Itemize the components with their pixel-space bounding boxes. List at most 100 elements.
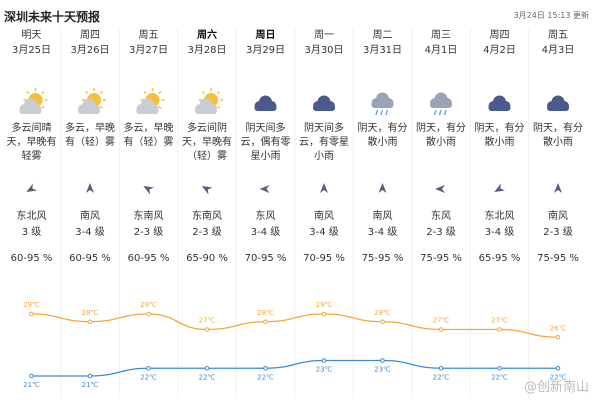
weather-icon — [371, 92, 394, 116]
wind-direction: 南风 — [314, 211, 334, 222]
cloud-part — [136, 108, 159, 114]
weather-icon — [430, 92, 452, 116]
day-date: 3月30日 — [304, 45, 344, 56]
day-name: 周六 — [197, 30, 217, 41]
day-date: 3月26日 — [70, 45, 110, 56]
humidity: 65-95 % — [478, 253, 521, 264]
wind-arrow — [494, 183, 505, 192]
high-temp-line — [31, 313, 559, 338]
day-date: 4月1日 — [424, 45, 458, 56]
low-temp-label: 22℃ — [550, 373, 567, 381]
high-temp-point — [555, 334, 561, 340]
rain-drop — [438, 109, 442, 116]
cloud-part — [371, 102, 394, 108]
day-name: 周二 — [372, 30, 393, 41]
day-date: 3月27日 — [128, 45, 169, 56]
day-name: 明天 — [21, 30, 42, 41]
low-temp-label: 22℃ — [199, 373, 216, 381]
low-temp-point — [146, 365, 151, 371]
wind-level: 2-3 级 — [426, 227, 456, 238]
wind-arrow — [320, 183, 328, 193]
cloud-part — [195, 108, 217, 114]
wind-direction: 东南风 — [133, 211, 164, 222]
sun-ray — [84, 90, 89, 95]
wind-arrow — [435, 185, 445, 193]
cloud-part — [78, 108, 100, 114]
high-temp-point — [263, 319, 268, 325]
low-temp-label: 23℃ — [374, 366, 391, 374]
low-temp-point — [321, 358, 327, 363]
humidity: 70-95 % — [303, 253, 345, 264]
sun-ray — [158, 105, 162, 110]
day-name: 周四 — [80, 30, 100, 41]
low-temp-point — [87, 373, 93, 379]
low-temp-label: 22℃ — [433, 373, 450, 381]
day-date: 4月3日 — [541, 45, 575, 56]
high-temp-label: 28℃ — [374, 309, 391, 317]
wind-direction: 南风 — [548, 211, 568, 222]
wind-arrow — [554, 183, 562, 193]
weather-icon — [78, 88, 106, 114]
high-temp-label: 27℃ — [433, 317, 450, 325]
day-name: 周五 — [548, 30, 568, 41]
low-temp-line — [31, 359, 558, 377]
weather-desc: 阴天间多云，有零星小雨 — [299, 123, 349, 162]
weather-icon — [136, 88, 165, 114]
day-name: 周五 — [138, 30, 159, 41]
humidity: 60-95 % — [10, 253, 53, 264]
wind-level: 3-4 级 — [75, 227, 105, 238]
high-temp-point — [87, 319, 93, 325]
high-temp-label: 27℃ — [491, 317, 508, 325]
day-date: 3月29日 — [245, 45, 286, 56]
rain-drop — [385, 109, 389, 116]
day-name: 周三 — [431, 30, 451, 41]
high-temp-label: 26℃ — [550, 324, 567, 332]
weather-icon — [313, 95, 335, 111]
rain-drop — [375, 109, 379, 116]
wind-level: 2-3 级 — [543, 227, 573, 238]
weather-desc: 多云，早晚有（轻）雾 — [65, 123, 115, 148]
weather-icon — [547, 95, 569, 111]
cloud-part — [313, 105, 335, 111]
high-temp-point — [380, 319, 385, 325]
high-temp-point — [438, 327, 444, 332]
high-temp-label: 29℃ — [316, 301, 333, 309]
humidity: 75-95 % — [420, 253, 462, 264]
weather-desc: 多云，早晚有（轻）雾 — [123, 123, 174, 148]
low-temp-label: 23℃ — [316, 366, 333, 374]
weather-icon — [19, 88, 48, 114]
cloud-part — [19, 108, 42, 114]
low-temp-point — [555, 365, 561, 371]
sun-ray — [99, 105, 104, 110]
high-temp-label: 29℃ — [140, 301, 157, 309]
sun-ray — [99, 90, 104, 95]
weather-icon — [195, 88, 223, 114]
high-temp-point — [204, 327, 210, 332]
day-name: 周四 — [489, 30, 510, 41]
sun-ray — [143, 90, 147, 95]
wind-direction: 南风 — [372, 211, 393, 222]
wind-direction: 东北风 — [16, 211, 47, 222]
weather-icon — [488, 95, 511, 111]
wind-direction: 东南风 — [192, 211, 222, 222]
wind-level: 3-4 级 — [309, 227, 339, 238]
humidity: 75-95 % — [361, 253, 404, 264]
title: 深圳未来十天预报 — [4, 10, 101, 24]
weather-desc: 阴天，有分散小雨 — [416, 123, 466, 148]
humidity: 75-95 % — [537, 253, 579, 264]
low-temp-point — [497, 365, 502, 371]
sun-ray — [216, 105, 221, 110]
sun-ray — [201, 90, 206, 95]
high-temp-point — [497, 327, 502, 332]
wind-level: 2-3 级 — [133, 227, 164, 238]
low-temp-point — [263, 365, 268, 371]
cloud-part — [488, 105, 511, 111]
low-temp-label: 22℃ — [140, 373, 157, 381]
weather-desc: 阴天，有分散小雨 — [357, 123, 408, 148]
wind-arrow — [259, 185, 270, 193]
day-name: 周一 — [314, 30, 334, 41]
weather-desc: 多云间晴天，早晚有轻雾 — [6, 123, 57, 162]
low-temp-label: 21℃ — [82, 381, 99, 389]
low-temp-point — [29, 373, 34, 379]
